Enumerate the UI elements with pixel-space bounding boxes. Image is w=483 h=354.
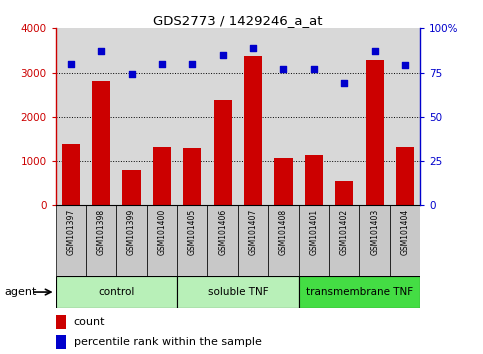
Bar (62, 144, 80, 205)
Bar (244, 56, 262, 205)
Text: GSM101398: GSM101398 (97, 209, 106, 255)
Point (219, 52, 227, 58)
Bar (86, 205, 116, 276)
Title: GDS2773 / 1429246_a_at: GDS2773 / 1429246_a_at (153, 14, 323, 27)
Bar (183, 148, 201, 205)
Bar (208, 205, 238, 276)
Bar (298, 205, 329, 276)
Bar (177, 276, 298, 308)
Text: GSM101404: GSM101404 (400, 209, 410, 255)
Bar (116, 205, 147, 276)
Bar (268, 205, 298, 276)
Bar (329, 205, 359, 276)
Text: soluble TNF: soluble TNF (208, 287, 268, 297)
Text: control: control (98, 287, 134, 297)
Point (128, 72, 135, 77)
Bar (56, 315, 67, 329)
Bar (147, 205, 177, 276)
Bar (305, 155, 323, 205)
Text: transmembrane TNF: transmembrane TNF (306, 287, 413, 297)
Text: GSM101408: GSM101408 (279, 209, 288, 255)
Bar (56, 276, 177, 308)
Bar (298, 276, 420, 308)
Point (67, 61, 74, 67)
Bar (56, 205, 86, 276)
Text: GSM101399: GSM101399 (127, 209, 136, 255)
Bar (92, 81, 110, 205)
Text: GSM101400: GSM101400 (157, 209, 167, 255)
Point (310, 66, 318, 72)
Point (188, 61, 196, 67)
Bar (213, 100, 232, 205)
Bar (359, 205, 390, 276)
Text: count: count (74, 317, 105, 327)
Bar (390, 205, 420, 276)
Text: GSM101403: GSM101403 (370, 209, 379, 255)
Bar (396, 147, 414, 205)
Point (341, 80, 348, 86)
Bar (153, 147, 171, 205)
Text: GSM101405: GSM101405 (188, 209, 197, 255)
Bar (177, 205, 208, 276)
Bar (366, 60, 384, 205)
Bar (274, 159, 293, 205)
Text: agent: agent (5, 287, 37, 297)
Point (97, 48, 105, 54)
Bar (335, 181, 354, 205)
Text: percentile rank within the sample: percentile rank within the sample (74, 337, 262, 347)
Text: GSM101407: GSM101407 (249, 209, 257, 255)
Text: GSM101401: GSM101401 (309, 209, 318, 255)
Text: GSM101397: GSM101397 (66, 209, 75, 255)
Point (280, 66, 287, 72)
Text: GSM101406: GSM101406 (218, 209, 227, 255)
Point (158, 61, 166, 67)
Point (371, 48, 379, 54)
Text: GSM101402: GSM101402 (340, 209, 349, 255)
Bar (238, 205, 268, 276)
Bar (122, 170, 141, 205)
Bar (56, 335, 67, 348)
Point (249, 45, 257, 51)
Point (401, 63, 409, 68)
